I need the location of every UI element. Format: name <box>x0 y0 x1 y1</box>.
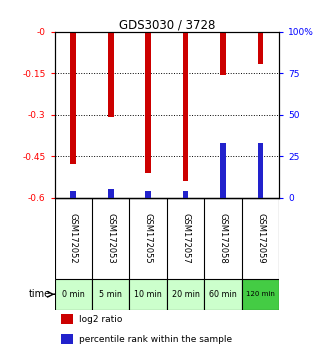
Bar <box>145 191 151 198</box>
Bar <box>92 279 129 310</box>
Title: GDS3030 / 3728: GDS3030 / 3728 <box>119 19 215 32</box>
Bar <box>108 32 114 118</box>
Text: 60 min: 60 min <box>209 290 237 299</box>
Text: 5 min: 5 min <box>99 290 122 299</box>
Bar <box>220 32 226 75</box>
Text: GSM172055: GSM172055 <box>144 213 153 263</box>
Bar <box>55 279 92 310</box>
Bar <box>183 32 188 181</box>
Text: 20 min: 20 min <box>172 290 200 299</box>
Text: 120 min: 120 min <box>246 291 275 297</box>
Bar <box>71 191 76 198</box>
Bar <box>258 32 263 64</box>
Bar <box>61 314 73 324</box>
Text: log2 ratio: log2 ratio <box>79 315 123 324</box>
Bar <box>183 191 188 198</box>
Bar <box>167 279 204 310</box>
Text: 0 min: 0 min <box>62 290 85 299</box>
Text: GSM172052: GSM172052 <box>69 213 78 263</box>
Text: GSM172059: GSM172059 <box>256 213 265 263</box>
Bar <box>71 32 76 165</box>
Bar <box>242 279 279 310</box>
Bar <box>145 32 151 173</box>
Bar <box>129 279 167 310</box>
Bar <box>108 189 114 198</box>
Text: time: time <box>29 289 51 299</box>
Bar <box>61 334 73 344</box>
Text: percentile rank within the sample: percentile rank within the sample <box>79 335 232 344</box>
Text: 10 min: 10 min <box>134 290 162 299</box>
Text: GSM172057: GSM172057 <box>181 213 190 263</box>
Bar <box>220 143 226 198</box>
Bar <box>258 143 263 198</box>
Text: GSM172053: GSM172053 <box>106 213 115 263</box>
Text: GSM172058: GSM172058 <box>219 213 228 263</box>
Bar <box>204 279 242 310</box>
